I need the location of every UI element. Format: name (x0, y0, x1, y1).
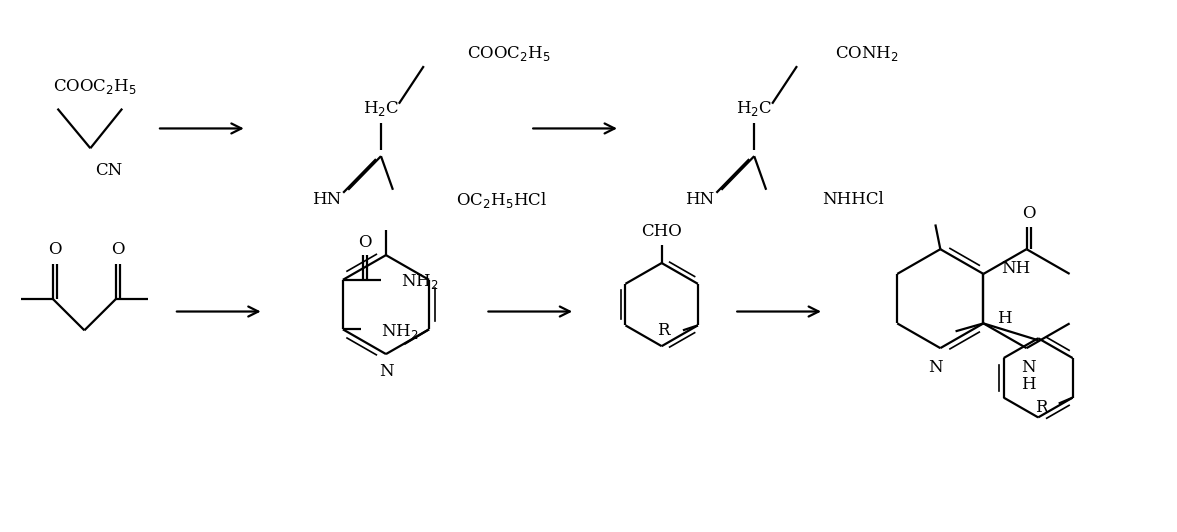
Text: O: O (1022, 205, 1036, 222)
Text: H$_2$C: H$_2$C (736, 99, 772, 118)
Text: R: R (658, 322, 670, 339)
Text: H: H (1022, 376, 1036, 393)
Text: CN: CN (95, 162, 122, 179)
Text: CHO: CHO (641, 223, 681, 240)
Text: R: R (1036, 399, 1048, 416)
Text: H$_2$C: H$_2$C (363, 99, 399, 118)
Text: NHHCl: NHHCl (822, 191, 884, 208)
Text: HN: HN (685, 191, 714, 208)
Text: COOC$_2$H$_5$: COOC$_2$H$_5$ (53, 77, 137, 96)
Text: H: H (997, 310, 1012, 327)
Text: HN: HN (312, 191, 341, 208)
Text: CONH$_2$: CONH$_2$ (834, 44, 899, 63)
Text: O: O (48, 240, 61, 257)
Text: O: O (358, 234, 372, 251)
Text: O: O (112, 240, 125, 257)
Text: N: N (927, 360, 943, 377)
Text: N: N (1022, 360, 1036, 377)
Text: COOC$_2$H$_5$: COOC$_2$H$_5$ (466, 44, 551, 63)
Text: OC$_2$H$_5$HCl: OC$_2$H$_5$HCl (455, 190, 546, 210)
Text: N: N (379, 363, 393, 380)
Text: NH$_2$: NH$_2$ (380, 322, 418, 341)
Text: NH: NH (1002, 261, 1031, 278)
Text: NH$_2$: NH$_2$ (400, 272, 438, 292)
